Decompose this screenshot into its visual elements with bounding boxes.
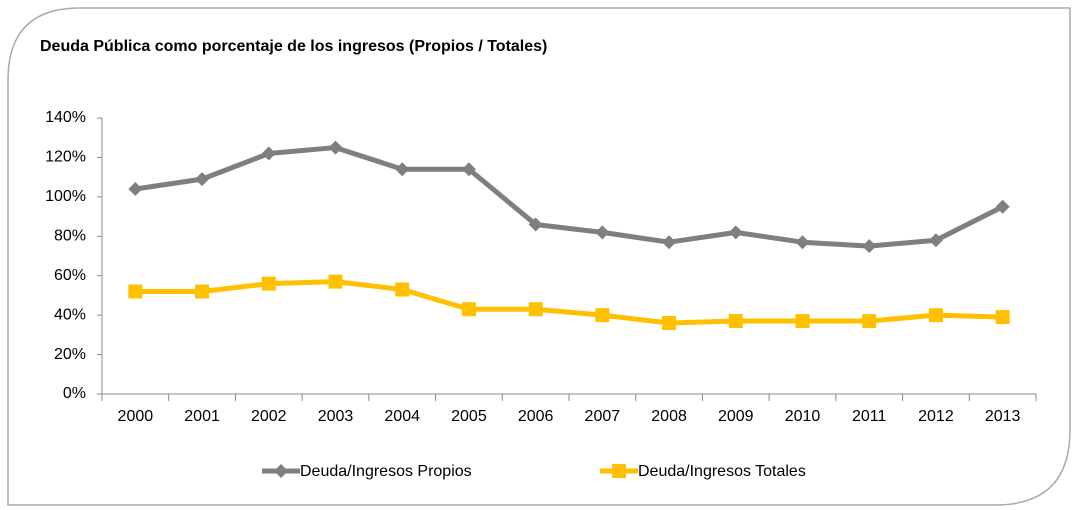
- series-line: [135, 279, 1003, 326]
- data-point: [128, 181, 143, 196]
- data-point: [328, 274, 343, 289]
- data-point: [728, 225, 743, 240]
- data-point: [595, 308, 610, 323]
- y-tick-label: 60%: [54, 267, 86, 284]
- data-point: [461, 302, 476, 317]
- data-point: [995, 199, 1010, 214]
- x-tick-label: 2001: [184, 408, 220, 425]
- legend-marker: [612, 464, 626, 478]
- legend-label: Deuda/Ingresos Propios: [300, 463, 472, 480]
- data-point: [928, 233, 943, 248]
- x-tick-label: 2000: [118, 408, 154, 425]
- x-tick-label: 2012: [918, 408, 954, 425]
- chart-title: Deuda Pública como porcentaje de los ing…: [40, 38, 547, 55]
- data-point: [461, 162, 476, 177]
- frame: [7, 7, 1071, 506]
- y-tick-label: 120%: [45, 149, 86, 166]
- data-point: [595, 225, 610, 240]
- data-point: [795, 235, 810, 250]
- data-point: [662, 316, 677, 331]
- data-point: [195, 284, 210, 299]
- x-tick-label: 2013: [985, 408, 1021, 425]
- x-tick-label: 2006: [518, 408, 554, 425]
- data-point: [261, 146, 276, 161]
- data-point: [395, 162, 410, 177]
- data-point: [795, 314, 810, 329]
- y-tick-label: 0%: [63, 385, 86, 402]
- data-point: [862, 314, 877, 329]
- y-tick-label: 100%: [45, 188, 86, 205]
- x-tick-label: 2002: [251, 408, 287, 425]
- data-point: [195, 172, 210, 187]
- x-tick-label: 2008: [651, 408, 687, 425]
- data-point: [395, 282, 410, 297]
- y-tick-label: 140%: [45, 109, 86, 126]
- data-point: [261, 276, 276, 291]
- data-point: [928, 308, 943, 323]
- y-tick-label: 80%: [54, 228, 86, 245]
- data-point: [328, 140, 343, 155]
- x-tick-label: 2003: [318, 408, 354, 425]
- data-point: [128, 284, 143, 299]
- x-tick-label: 2005: [451, 408, 487, 425]
- y-tick-label: 20%: [54, 346, 86, 363]
- x-tick-label: 2010: [785, 408, 821, 425]
- x-tick-label: 2009: [718, 408, 754, 425]
- data-point: [528, 217, 543, 232]
- data-point: [862, 239, 877, 254]
- x-tick-label: 2004: [384, 408, 420, 425]
- data-point: [995, 310, 1010, 325]
- data-point: [528, 302, 543, 317]
- legend-label: Deuda/Ingresos Totales: [638, 463, 806, 480]
- series-line: [134, 145, 1004, 249]
- data-point: [662, 235, 677, 250]
- y-tick-label: 40%: [54, 306, 86, 323]
- x-tick-label: 2007: [585, 408, 621, 425]
- x-tick-label: 2011: [852, 408, 887, 425]
- data-point: [728, 314, 743, 329]
- legend-marker: [274, 464, 288, 478]
